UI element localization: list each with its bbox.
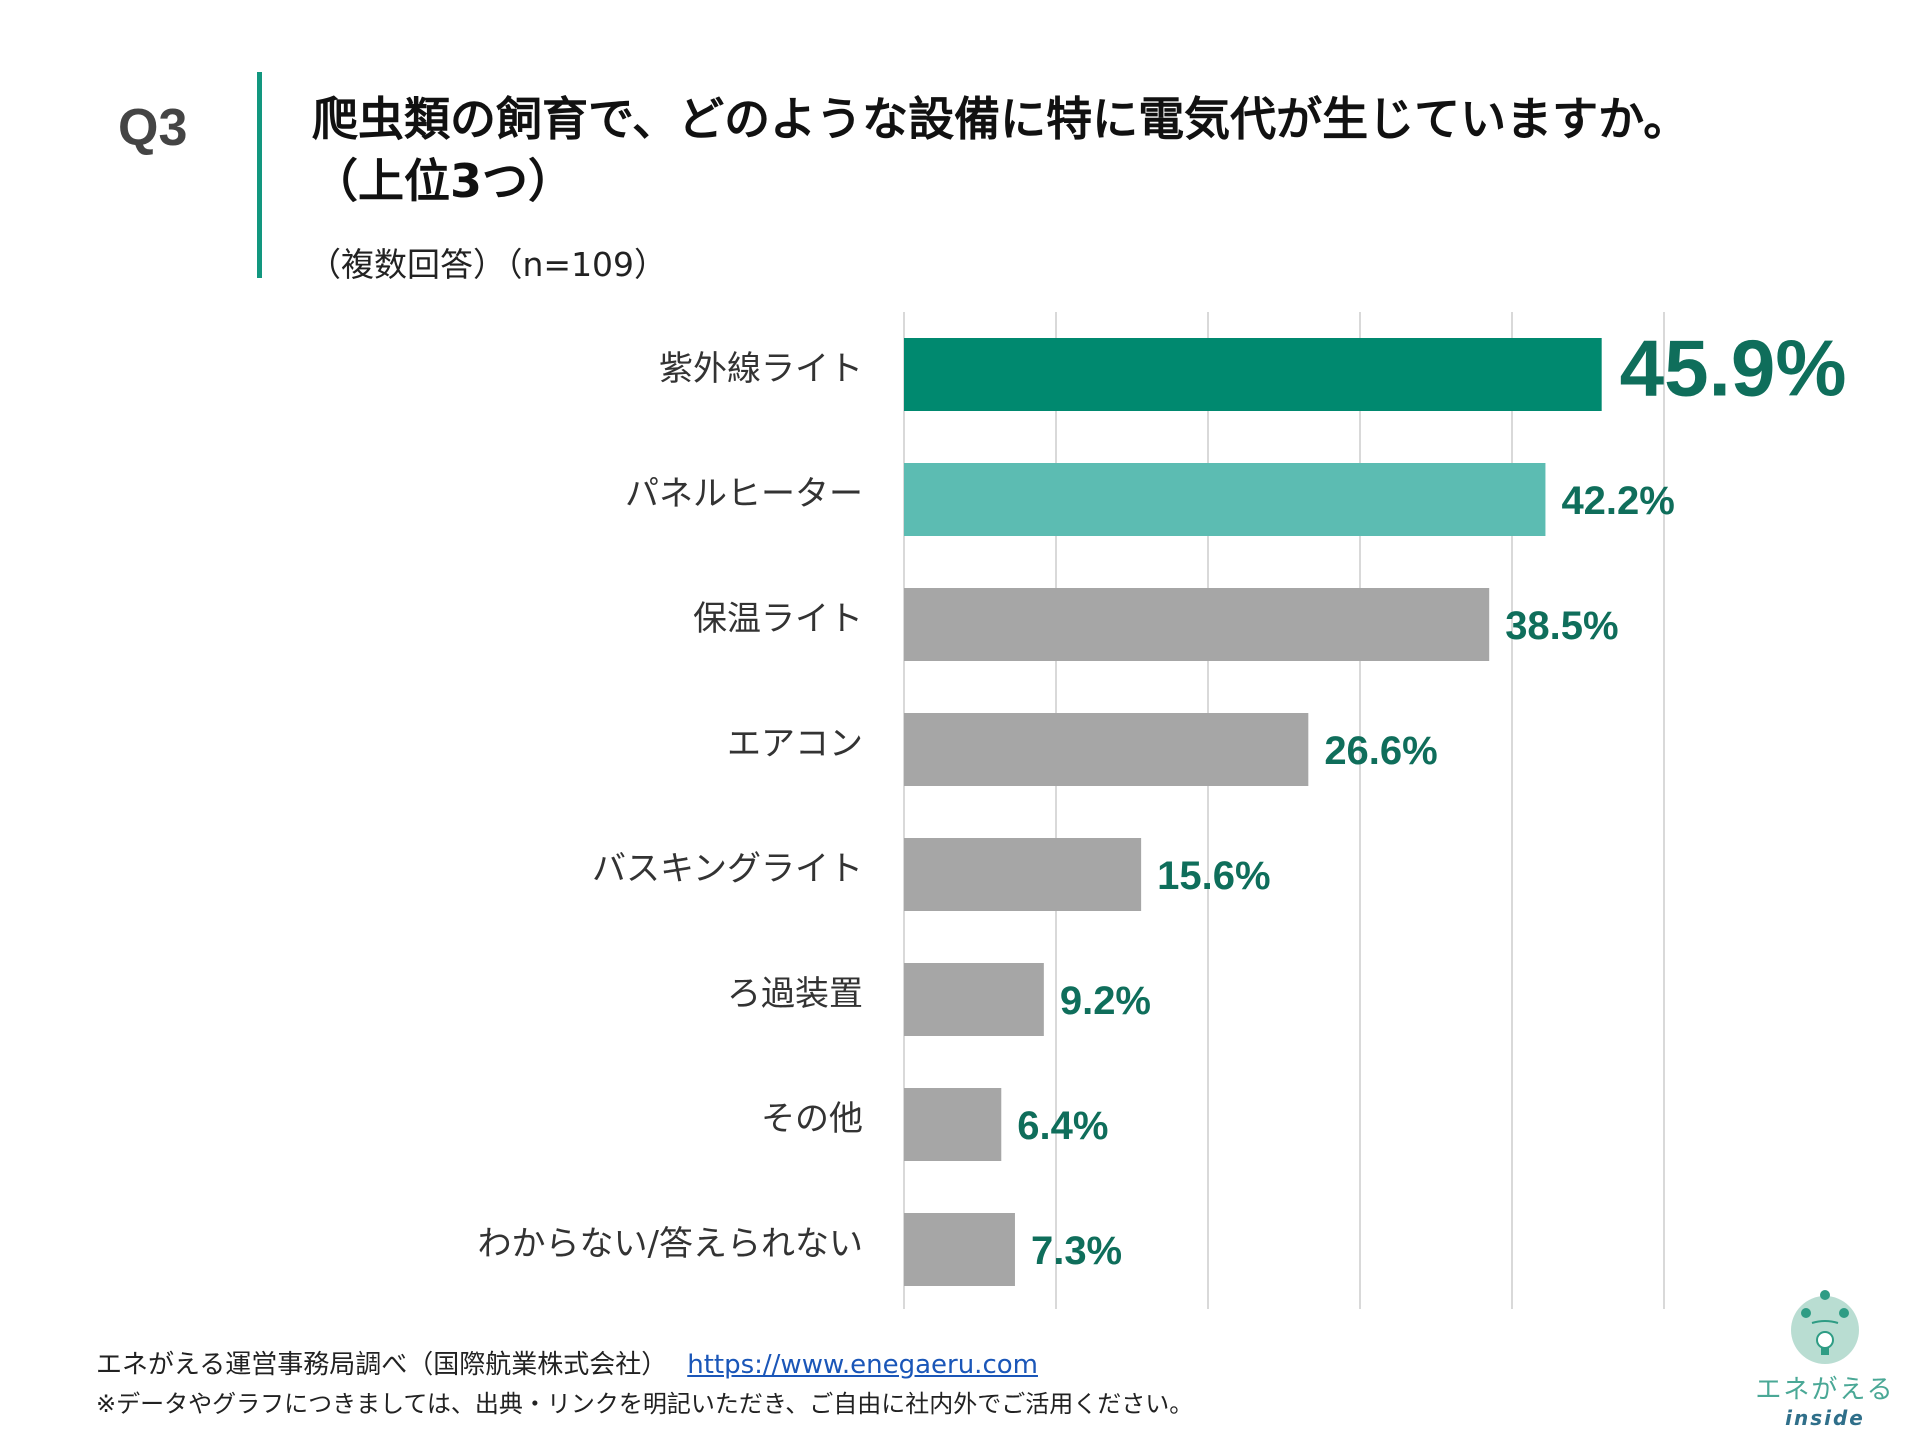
logo-subtext: inside	[1785, 1406, 1865, 1430]
frog-bulb-logo-icon	[1791, 1290, 1859, 1364]
bar	[904, 338, 1602, 411]
category-label: エアコン	[727, 724, 863, 764]
page-title: 爬虫類の飼育で、どのような設備に特に電気代が生じていますか。 （上位3つ）	[312, 88, 1689, 212]
subtitle: （複数回答）（n=109）	[308, 245, 668, 284]
source-text: エネがえる運営事務局調べ（国際航業株式会社）	[96, 1350, 668, 1380]
data-label: 7.3%	[1031, 1229, 1122, 1273]
data-label: 38.5%	[1505, 604, 1618, 648]
data-label: 42.2%	[1561, 479, 1674, 523]
data-label: 45.9%	[1620, 324, 1847, 413]
bar	[904, 1213, 1015, 1286]
source-line: エネがえる運営事務局調べ（国際航業株式会社） https://www.enegae…	[96, 1344, 1038, 1381]
bar	[904, 838, 1142, 911]
bar	[904, 463, 1546, 536]
category-label: ろ過装置	[727, 974, 863, 1014]
title-line-2: （上位3つ）	[312, 154, 575, 208]
bar	[904, 1088, 1002, 1161]
accent-divider	[257, 72, 262, 278]
bar	[904, 588, 1490, 661]
category-label: その他	[761, 1099, 863, 1139]
source-link[interactable]: https://www.enegaeru.com	[687, 1350, 1038, 1380]
category-label: バスキングライト	[592, 849, 863, 889]
logo-text: エネがえる	[1755, 1375, 1895, 1405]
bar	[904, 713, 1309, 786]
category-label: わからない/答えられない	[478, 1224, 863, 1264]
title-line-1: 爬虫類の飼育で、どのような設備に特に電気代が生じていますか。	[312, 92, 1690, 146]
bar	[904, 963, 1044, 1036]
data-label: 6.4%	[1017, 1104, 1108, 1148]
data-label: 26.6%	[1324, 729, 1437, 773]
category-label: パネルヒーター	[625, 474, 863, 514]
data-label: 9.2%	[1060, 979, 1151, 1023]
data-label: 15.6%	[1157, 854, 1270, 898]
question-number: Q3	[118, 99, 188, 157]
category-label: 保温ライト	[693, 599, 863, 639]
usage-note: ※データやグラフにつきましては、出典・リンクを明記いただき、ご自由に社内外でご活…	[96, 1390, 1194, 1418]
category-label: 紫外線ライト	[659, 349, 863, 389]
logo: エネがえる inside	[1755, 1285, 1895, 1430]
